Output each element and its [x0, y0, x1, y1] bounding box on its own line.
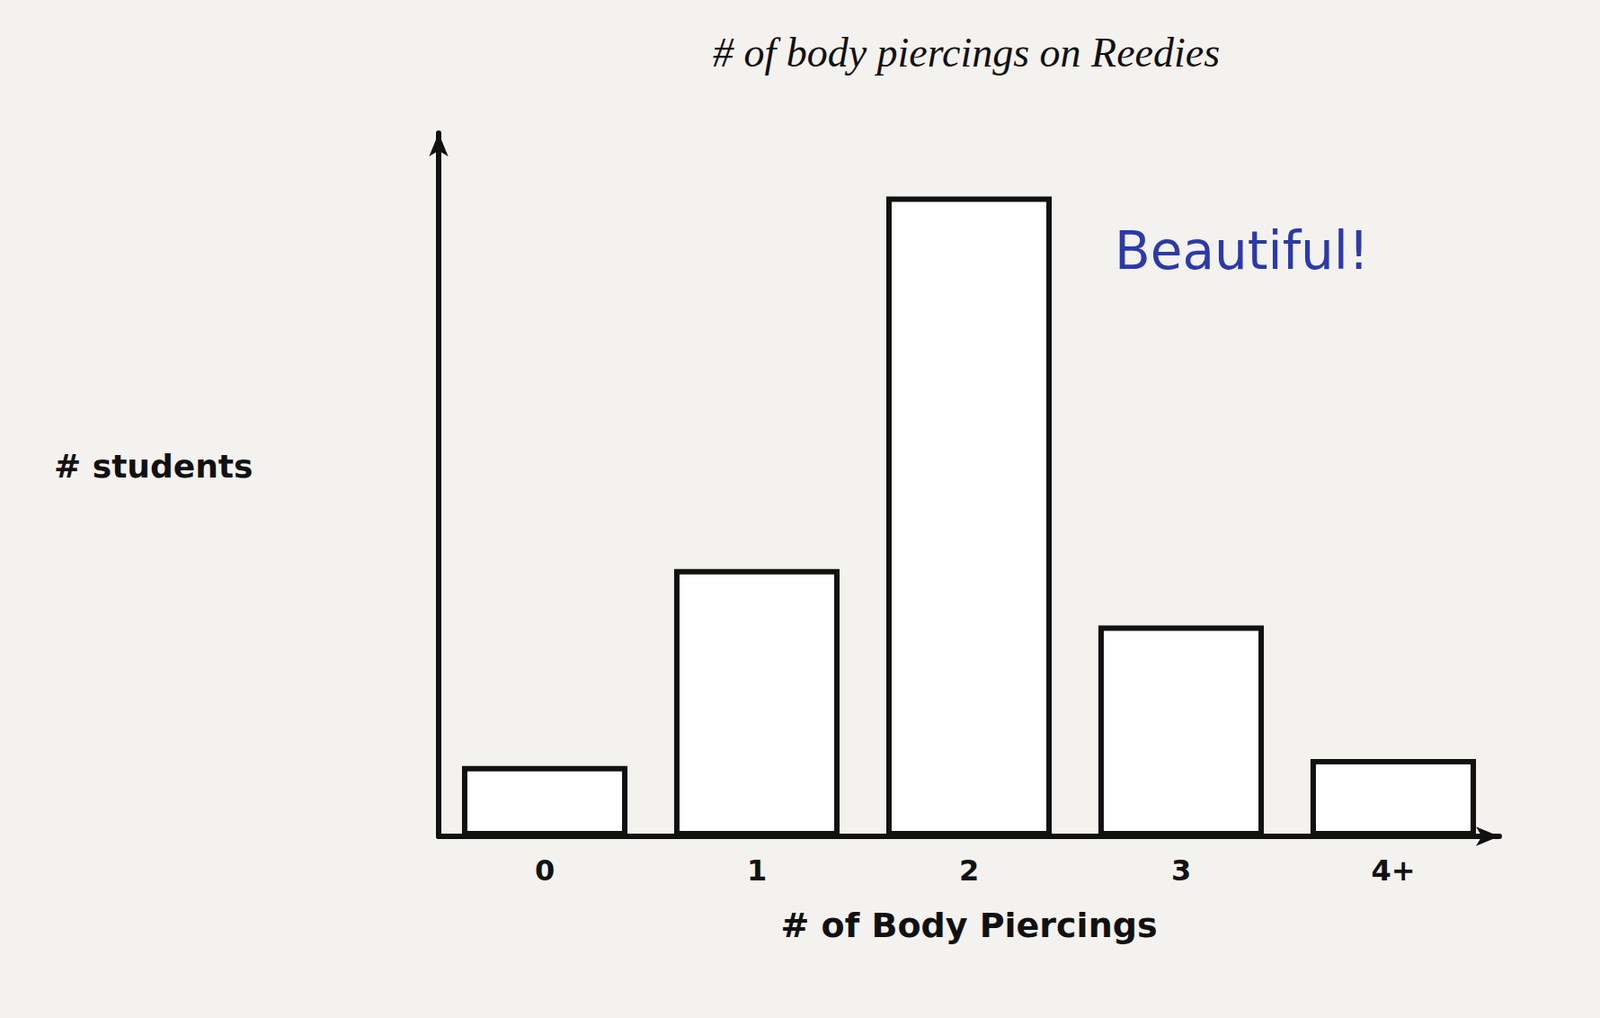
svg-text:Beautiful!: Beautiful!: [1114, 220, 1369, 282]
svg-text:0: 0: [534, 853, 555, 888]
svg-text:# of Body Piercings: # of Body Piercings: [780, 905, 1157, 945]
svg-text:1: 1: [746, 853, 767, 888]
svg-text:4+: 4+: [1370, 853, 1415, 888]
svg-text:# students: # students: [53, 447, 253, 485]
svg-text:2: 2: [959, 853, 979, 888]
svg-text:# of body piercings on Reedies: # of body piercings on Reedies: [712, 29, 1220, 76]
svg-text:3: 3: [1171, 853, 1192, 888]
